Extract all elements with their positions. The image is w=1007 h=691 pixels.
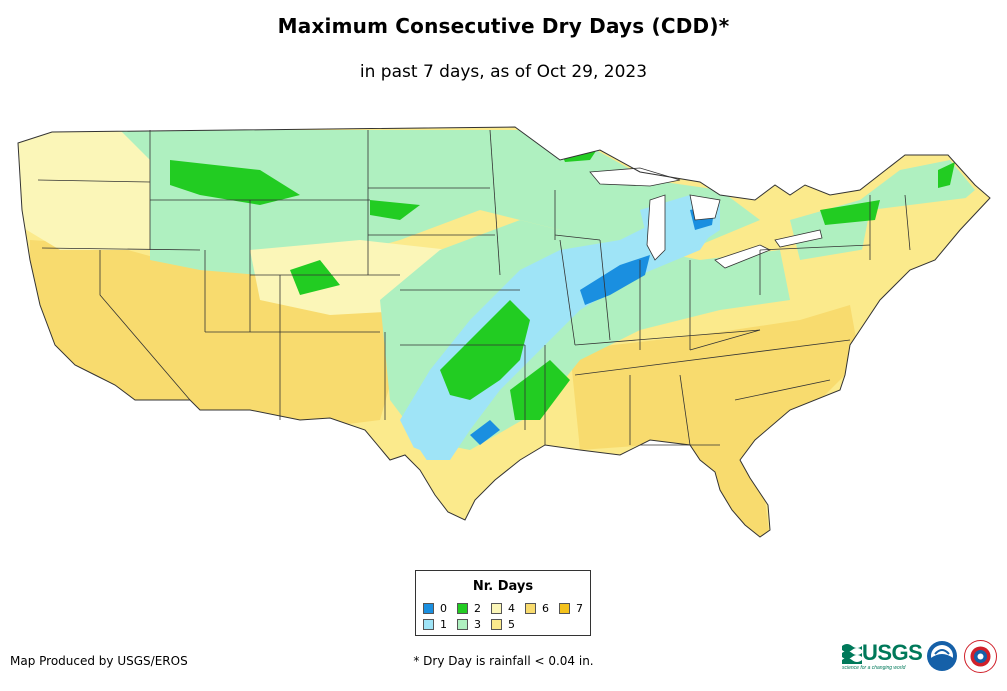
legend-item-7: 7 [559, 601, 583, 615]
legend-item-6: 6 [525, 601, 559, 615]
legend-label: 5 [508, 617, 515, 631]
map-subtitle: in past 7 days, as of Oct 29, 2023 [359, 62, 648, 82]
legend-label: 2 [474, 601, 481, 615]
legend-item-5: 5 [491, 617, 525, 631]
legend-item-3: 3 [457, 617, 491, 631]
legend-item-1: 1 [423, 617, 457, 631]
legend-swatch [491, 602, 502, 614]
usgs-logo: USGS science for a changing world [842, 640, 923, 671]
map-credit: Map Produced by USGS/EROS [10, 654, 188, 668]
legend-item-2: 2 [457, 601, 491, 615]
dry-day-footnote: * Dry Day is rainfall < 0.04 in. [413, 654, 594, 668]
usgs-wave-icon [842, 644, 862, 664]
map-title: Maximum Consecutive Dry Days (CDD)* [277, 14, 730, 38]
usgs-tagline: science for a changing world [842, 665, 906, 671]
us-dry-days-map [17, 126, 991, 538]
legend-swatch [491, 618, 502, 630]
legend-label: 6 [542, 601, 549, 615]
legend-label: 0 [440, 601, 447, 615]
legend-label: 7 [576, 601, 583, 615]
legend-swatch [457, 602, 468, 614]
cdd-fill-layer [18, 127, 990, 537]
legend-swatch [525, 602, 536, 614]
legend-item-0: 0 [423, 601, 457, 615]
noaa-logo-icon [927, 641, 957, 671]
nws-logo-icon [964, 640, 997, 673]
legend-swatch [423, 618, 434, 630]
legend-item-4: 4 [491, 601, 525, 615]
great-lakes [589, 167, 823, 269]
usgs-logo-text: USGS [862, 640, 923, 665]
legend-label: 4 [508, 601, 515, 615]
legend-items: 0 1 2 3 4 5 6 [423, 601, 593, 631]
legend-swatch [457, 618, 468, 630]
legend-swatch [559, 602, 570, 614]
state-borders [17, 126, 991, 538]
legend-title: Nr. Days [472, 579, 534, 594]
legend-label: 1 [440, 617, 447, 631]
legend-swatch [423, 602, 434, 614]
legend-label: 3 [474, 617, 481, 631]
map-legend: Nr. Days 0 1 2 3 4 5 6 7 [415, 570, 591, 636]
